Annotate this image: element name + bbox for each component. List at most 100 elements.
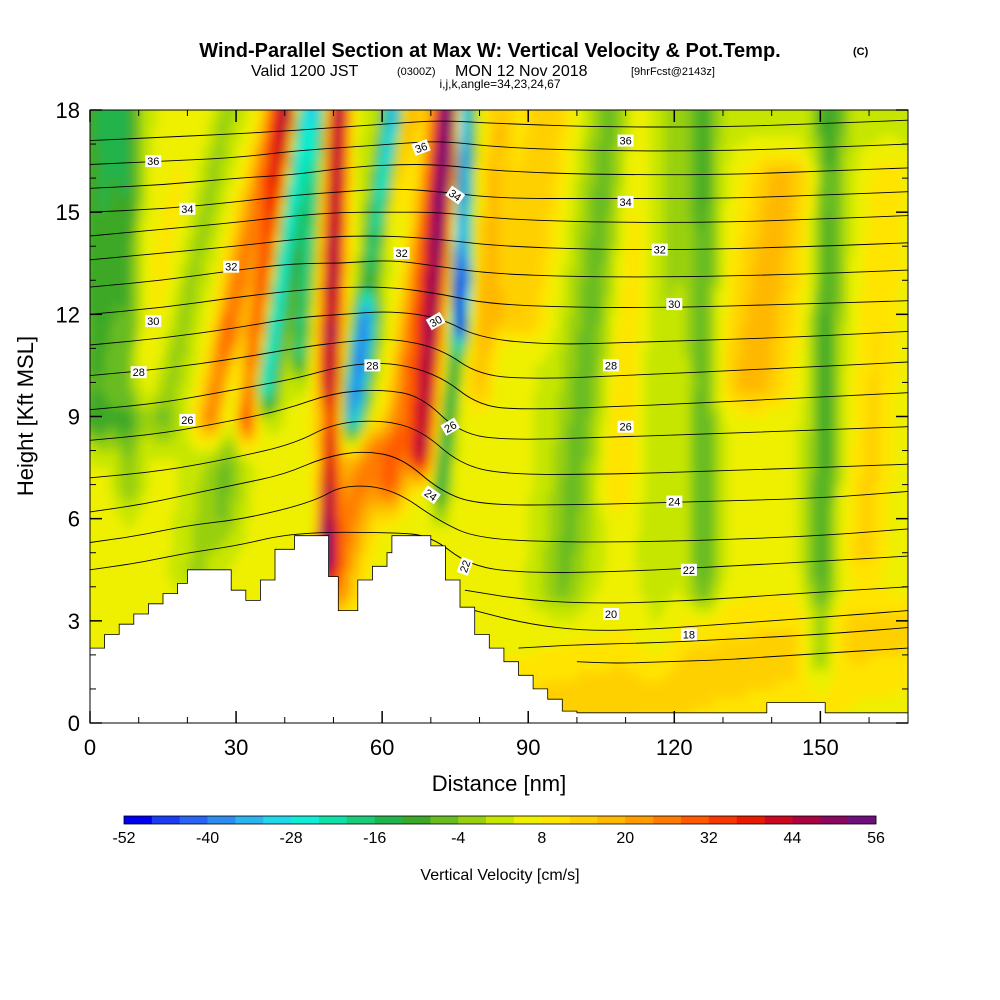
velocity-cell	[285, 723, 290, 732]
velocity-cell	[167, 339, 174, 349]
velocity-cell	[240, 535, 247, 545]
velocity-cell	[377, 416, 383, 426]
velocity-cell	[231, 229, 237, 239]
velocity-cell	[367, 169, 374, 179]
velocity-cell	[391, 314, 398, 324]
velocity-cell	[99, 561, 106, 571]
velocity-cell	[333, 297, 339, 307]
velocity-cell	[114, 732, 119, 741]
velocity-cell	[299, 135, 305, 145]
velocity-cell	[323, 467, 330, 477]
velocity-cell	[99, 203, 106, 213]
velocity-cell	[192, 110, 198, 111]
velocity-cell	[138, 331, 145, 341]
velocity-cell	[318, 348, 325, 358]
velocity-cell	[387, 297, 393, 307]
velocity-cell	[143, 518, 150, 528]
velocity-cell	[163, 484, 169, 494]
velocity-cell	[90, 263, 96, 273]
velocity-cell	[197, 459, 203, 469]
velocity-cell	[275, 195, 281, 205]
velocity-cell	[133, 390, 140, 401]
velocity-cell	[382, 518, 388, 528]
velocity-cell	[124, 322, 130, 332]
velocity-cell	[163, 586, 169, 596]
velocity-cell	[138, 263, 145, 273]
velocity-cell	[328, 178, 335, 188]
velocity-cell	[148, 493, 154, 503]
velocity-cell	[128, 459, 135, 469]
velocity-cell	[182, 433, 188, 443]
velocity-cell	[240, 552, 247, 562]
velocity-cell	[177, 527, 184, 537]
velocity-cell	[187, 484, 193, 494]
velocity-cell	[255, 246, 262, 256]
velocity-cell	[318, 493, 325, 503]
velocity-cell	[94, 322, 101, 332]
velocity-cell	[104, 382, 111, 392]
velocity-cell	[367, 288, 374, 298]
velocity-cell	[367, 186, 374, 196]
velocity-cell	[192, 535, 198, 545]
velocity-cell	[236, 127, 242, 137]
velocity-cell	[99, 459, 106, 469]
velocity-cell	[177, 135, 184, 145]
velocity-cell	[256, 93, 261, 102]
velocity-cell	[338, 416, 344, 426]
velocity-cell	[318, 459, 325, 469]
velocity-cell	[357, 118, 364, 128]
velocity-cell	[279, 433, 286, 443]
velocity-cell	[80, 178, 85, 187]
velocity-cell	[99, 552, 106, 562]
velocity-cell	[240, 314, 247, 324]
velocity-cell	[109, 348, 115, 358]
velocity-cell	[357, 501, 364, 511]
velocity-cell	[182, 305, 188, 315]
velocity-cell	[348, 535, 354, 545]
velocity-cell	[109, 178, 115, 188]
velocity-cell	[94, 467, 101, 477]
velocity-cell	[250, 442, 257, 452]
velocity-cell	[245, 178, 252, 188]
velocity-cell	[284, 493, 291, 503]
velocity-cell	[138, 407, 145, 418]
velocity-cell	[94, 356, 101, 367]
velocity-cell	[221, 552, 227, 562]
velocity-cell	[367, 297, 374, 307]
velocity-cell	[265, 314, 271, 324]
velocity-cell	[304, 271, 310, 281]
velocity-cell	[348, 416, 354, 426]
velocity-cell	[279, 305, 286, 315]
velocity-cell	[221, 348, 227, 358]
velocity-cell	[260, 127, 266, 137]
velocity-cell	[104, 339, 111, 349]
velocity-cell	[182, 552, 188, 562]
velocity-cell	[187, 561, 193, 571]
velocity-cell	[177, 484, 184, 494]
velocity-cell	[153, 229, 159, 239]
velocity-cell	[245, 390, 252, 401]
velocity-cell	[240, 510, 247, 520]
velocity-cell	[295, 732, 300, 741]
velocity-cell	[313, 186, 320, 196]
velocity-cell	[236, 348, 242, 358]
velocity-cell	[221, 433, 227, 443]
velocity-cell	[211, 535, 218, 545]
velocity-cell	[221, 237, 227, 247]
velocity-cell	[372, 254, 378, 264]
velocity-cell	[172, 399, 179, 409]
velocity-cell	[148, 442, 154, 452]
velocity-cell	[357, 484, 364, 494]
velocity-cell	[182, 144, 188, 154]
velocity-cell	[387, 339, 393, 349]
velocity-cell	[187, 254, 193, 264]
velocity-cell	[323, 442, 330, 452]
velocity-cell	[124, 220, 130, 230]
velocity-cell	[265, 203, 271, 213]
velocity-cell	[128, 280, 135, 290]
velocity-cell	[352, 356, 359, 367]
velocity-cell	[94, 305, 101, 315]
velocity-cell	[348, 467, 354, 477]
velocity-cell	[318, 484, 325, 494]
velocity-cell	[382, 510, 388, 520]
